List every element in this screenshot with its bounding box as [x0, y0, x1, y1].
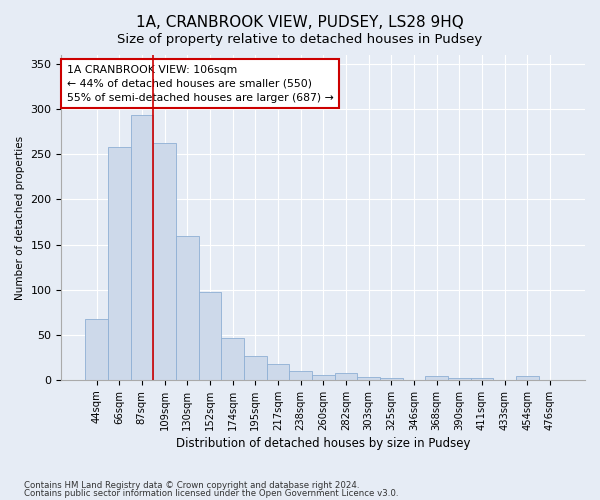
- Bar: [266, 364, 289, 380]
- Bar: [448, 378, 470, 380]
- Text: Size of property relative to detached houses in Pudsey: Size of property relative to detached ho…: [118, 32, 482, 46]
- Y-axis label: Number of detached properties: Number of detached properties: [15, 136, 25, 300]
- Text: 1A CRANBROOK VIEW: 106sqm
← 44% of detached houses are smaller (550)
55% of semi: 1A CRANBROOK VIEW: 106sqm ← 44% of detac…: [67, 64, 334, 102]
- Text: Contains public sector information licensed under the Open Government Licence v3: Contains public sector information licen…: [24, 489, 398, 498]
- Bar: [176, 236, 199, 380]
- Text: 1A, CRANBROOK VIEW, PUDSEY, LS28 9HQ: 1A, CRANBROOK VIEW, PUDSEY, LS28 9HQ: [136, 15, 464, 30]
- Bar: [199, 292, 221, 380]
- Bar: [516, 376, 539, 380]
- Bar: [335, 372, 357, 380]
- Bar: [357, 378, 380, 380]
- Bar: [244, 356, 266, 380]
- Bar: [221, 338, 244, 380]
- Text: Contains HM Land Registry data © Crown copyright and database right 2024.: Contains HM Land Registry data © Crown c…: [24, 480, 359, 490]
- Bar: [425, 376, 448, 380]
- Bar: [380, 378, 403, 380]
- Bar: [153, 142, 176, 380]
- Bar: [289, 371, 312, 380]
- Bar: [131, 116, 153, 380]
- Bar: [85, 318, 108, 380]
- X-axis label: Distribution of detached houses by size in Pudsey: Distribution of detached houses by size …: [176, 437, 470, 450]
- Bar: [470, 378, 493, 380]
- Bar: [312, 376, 335, 380]
- Bar: [108, 147, 131, 380]
